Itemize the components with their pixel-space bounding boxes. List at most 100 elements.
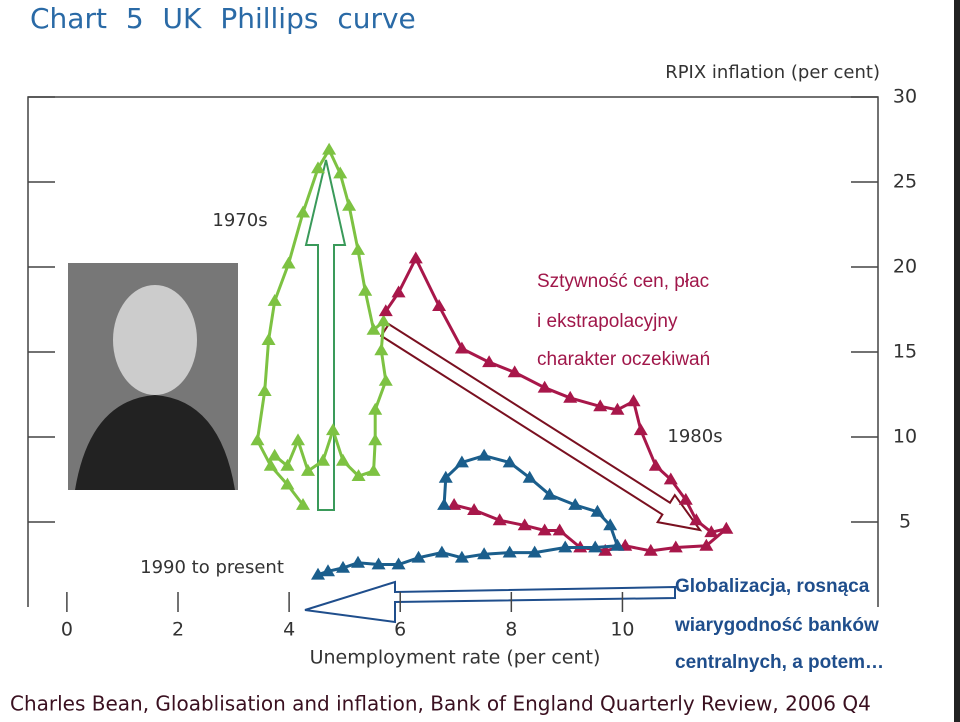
marker — [447, 498, 462, 510]
marker — [603, 518, 618, 531]
marker — [437, 498, 452, 510]
marker — [568, 498, 583, 510]
marker — [432, 299, 447, 311]
marker — [250, 433, 265, 446]
marker — [366, 464, 381, 476]
annotation: Sztywność cen, płac — [537, 271, 709, 292]
x-tick-label: 6 — [394, 619, 406, 641]
y-tick-label: 25 — [893, 171, 917, 193]
y-tick-label: 20 — [893, 256, 917, 278]
marker — [378, 304, 393, 317]
marker — [434, 545, 449, 558]
marker — [411, 550, 426, 563]
marker — [326, 423, 340, 436]
marker — [563, 390, 578, 403]
marker — [588, 540, 603, 553]
series-label: 1990 to present — [140, 557, 284, 578]
marker — [633, 423, 648, 436]
marker — [311, 567, 325, 580]
series-label: 1980s — [667, 426, 722, 447]
marker — [467, 503, 482, 515]
left-arrow — [304, 580, 676, 624]
marker — [438, 470, 453, 483]
marker — [678, 492, 693, 505]
annotation: Globalizacja, rosnąca — [675, 576, 870, 597]
marker — [267, 448, 282, 461]
up-arrow — [304, 159, 347, 511]
photo-face — [113, 285, 197, 395]
marker — [351, 469, 366, 481]
marker — [552, 523, 567, 536]
series-line — [255, 146, 388, 506]
marker — [261, 333, 276, 345]
marker — [291, 433, 305, 446]
marker — [267, 294, 282, 306]
marker — [408, 251, 423, 264]
source: Charles Bean, Gloablisation and inflatio… — [10, 692, 871, 716]
marker — [263, 458, 278, 471]
marker — [507, 365, 522, 378]
marker — [322, 142, 337, 155]
marker — [336, 453, 350, 466]
marker — [366, 322, 381, 335]
series-label: 1970s — [212, 210, 267, 231]
x-tick-label: 8 — [505, 619, 517, 641]
photo-suit — [75, 395, 235, 490]
marker — [502, 545, 517, 558]
edge — [954, 0, 960, 722]
marker — [477, 547, 492, 560]
marker — [558, 540, 573, 553]
marker — [333, 166, 348, 179]
x-tick-label: 4 — [283, 619, 295, 641]
marker — [374, 343, 389, 356]
marker — [522, 470, 537, 483]
marker — [376, 314, 391, 327]
chart-title: Chart 5 UK Phillips curve — [30, 2, 416, 35]
marker — [351, 555, 365, 568]
marker — [321, 564, 335, 577]
x-tick-label: 0 — [61, 619, 73, 641]
y-tick-label: 15 — [893, 341, 917, 363]
marker — [281, 256, 296, 269]
marker — [454, 455, 469, 468]
diagonal-arrow — [379, 322, 703, 532]
marker — [699, 538, 714, 551]
marker — [527, 545, 542, 558]
marker — [368, 433, 383, 446]
marker — [351, 243, 365, 255]
marker — [454, 341, 469, 354]
marker — [598, 543, 613, 556]
marker — [296, 498, 310, 510]
x-tick-label: 2 — [172, 619, 184, 641]
marker — [626, 394, 641, 407]
x-axis-label: Unemployment rate (per cent) — [310, 647, 601, 669]
y-tick-label: 5 — [899, 511, 911, 533]
marker — [610, 402, 625, 415]
marker — [668, 540, 683, 553]
marker — [296, 205, 310, 218]
marker — [371, 557, 386, 570]
marker — [542, 487, 557, 500]
marker — [301, 464, 315, 476]
marker — [537, 380, 552, 393]
y-tick-label: 10 — [893, 426, 917, 448]
marker — [257, 384, 272, 396]
marker — [610, 538, 625, 551]
annotation: centralnych, a potem… — [675, 652, 884, 673]
marker — [316, 453, 330, 466]
marker — [537, 523, 552, 536]
x-tick-label: 10 — [610, 619, 634, 641]
marker — [689, 513, 704, 526]
marker — [280, 477, 295, 490]
marker — [590, 504, 605, 517]
marker — [502, 455, 517, 468]
marker — [311, 161, 325, 174]
marker — [368, 402, 383, 415]
marker — [704, 525, 719, 538]
marker — [358, 283, 373, 296]
marker — [663, 472, 678, 485]
y-tick-label: 30 — [893, 86, 917, 108]
marker — [648, 458, 663, 471]
marker — [517, 518, 532, 531]
